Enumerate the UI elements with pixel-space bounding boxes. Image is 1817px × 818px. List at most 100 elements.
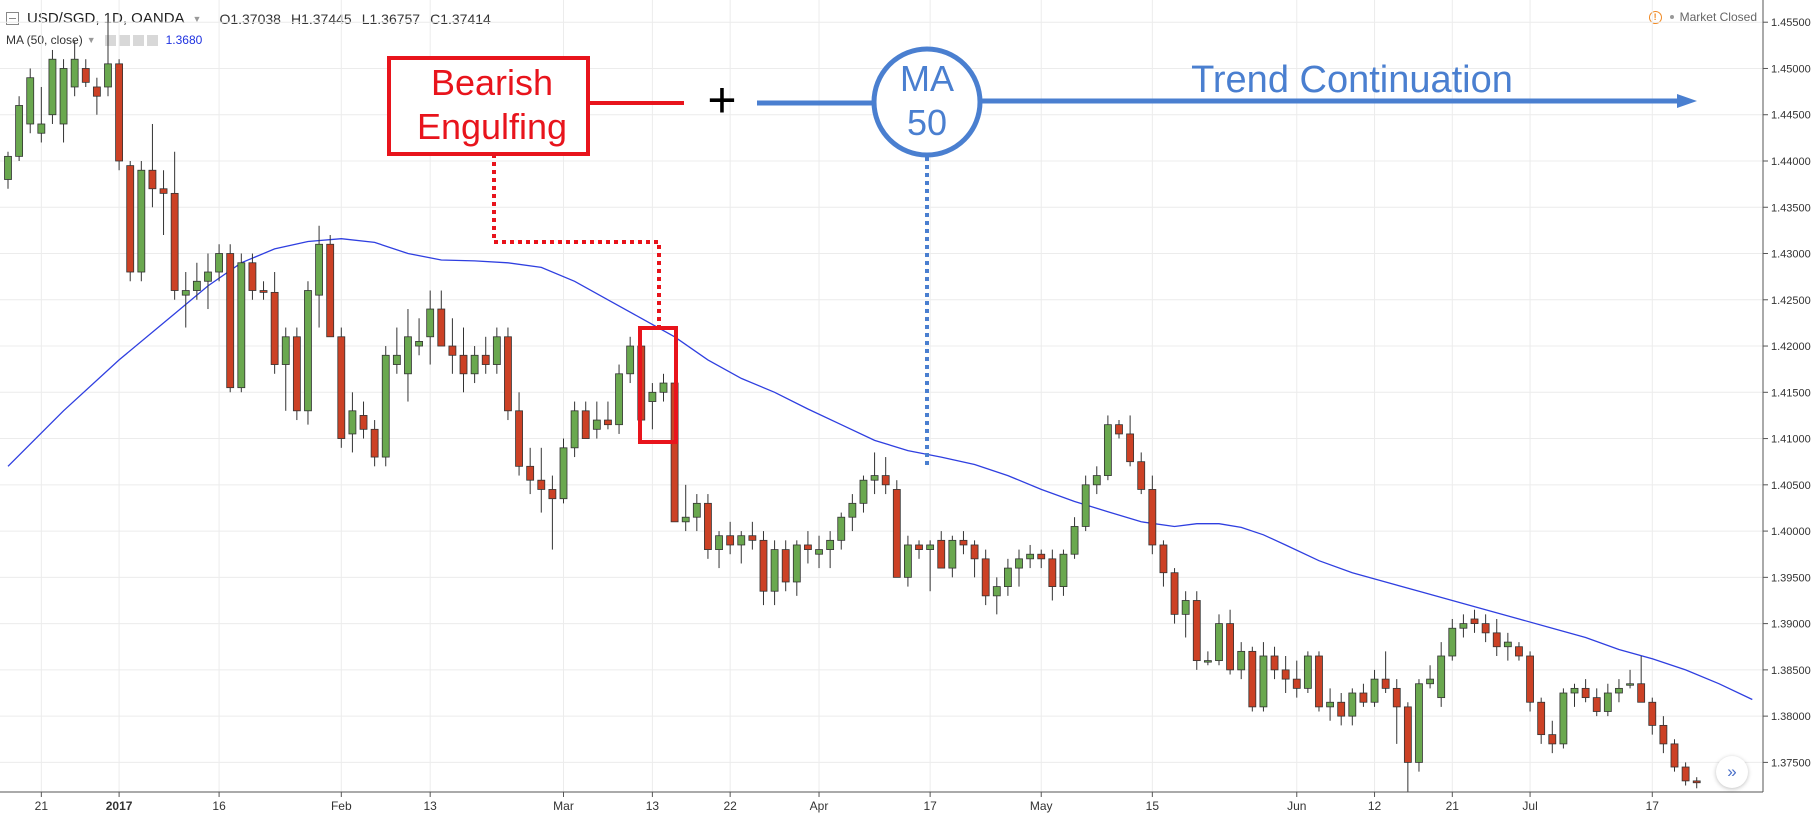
- market-status: ! Market Closed: [1648, 10, 1757, 24]
- candle-body: [70, 58, 79, 88]
- candle-body: [1370, 678, 1379, 703]
- candle-body: [881, 475, 890, 486]
- candle: [159, 170, 168, 236]
- candle: [1148, 475, 1157, 555]
- settings-icon[interactable]: [118, 34, 130, 46]
- candle: [1303, 651, 1312, 693]
- close-icon[interactable]: [146, 34, 158, 46]
- collapse-icon[interactable]: [6, 12, 19, 25]
- candle-body: [1670, 743, 1679, 768]
- candle: [92, 77, 101, 115]
- y-tick-label: 1.41500: [1771, 387, 1811, 399]
- candle-body: [226, 253, 235, 389]
- candle: [415, 318, 423, 356]
- candle: [1570, 683, 1579, 707]
- y-tick-label: 1.37500: [1771, 757, 1811, 769]
- ma-label-line2: 50: [907, 102, 947, 143]
- x-tick-label: 22: [723, 799, 737, 813]
- candle-body: [392, 354, 401, 365]
- candle-body: [415, 341, 423, 347]
- candle-body: [1537, 701, 1546, 736]
- x-tick-label: Apr: [810, 799, 829, 813]
- eye-icon[interactable]: [104, 34, 116, 46]
- candle: [1170, 568, 1179, 624]
- candle-body: [1481, 623, 1490, 634]
- candle: [1326, 688, 1334, 721]
- candle: [1459, 614, 1468, 638]
- candle: [226, 244, 235, 393]
- candle-body: [159, 188, 168, 194]
- candle-body: [570, 410, 579, 449]
- indicator-value: 1.3680: [165, 33, 203, 47]
- candle: [4, 151, 12, 189]
- y-tick-label: 1.40000: [1771, 526, 1811, 538]
- scroll-to-realtime-button[interactable]: »: [1716, 756, 1748, 788]
- candle-body: [48, 58, 57, 116]
- candle: [115, 59, 123, 171]
- candle-body: [115, 63, 123, 162]
- candle: [1670, 739, 1679, 772]
- candle: [626, 336, 635, 384]
- candle: [559, 438, 568, 504]
- candle: [1403, 702, 1412, 792]
- candle-body: [659, 382, 668, 393]
- candle: [1159, 540, 1168, 587]
- ma-label-line1: MA: [900, 58, 954, 99]
- candle: [204, 253, 212, 310]
- candle: [426, 290, 435, 365]
- candle: [692, 494, 701, 532]
- candle-body: [1448, 627, 1457, 657]
- candle: [1548, 720, 1557, 754]
- candle-body: [492, 336, 501, 365]
- candle-body: [248, 262, 257, 291]
- candle: [981, 549, 990, 606]
- candle-body: [559, 447, 568, 500]
- candle: [892, 480, 901, 578]
- candle-body: [781, 549, 790, 583]
- candle: [70, 40, 79, 97]
- candle-body: [1359, 692, 1368, 703]
- candle-body: [1615, 687, 1623, 694]
- candle-body: [915, 544, 923, 550]
- candle-body: [770, 549, 779, 592]
- indicator-title[interactable]: MA (50, close): [6, 33, 83, 47]
- candle-body: [1048, 558, 1057, 587]
- candle-body: [1170, 572, 1179, 615]
- candle-body: [1681, 766, 1690, 782]
- candle-body: [215, 253, 223, 273]
- symbol-title[interactable]: USD/SGD, 1D, OANDA: [27, 10, 185, 27]
- candle: [1515, 642, 1523, 661]
- candle-body: [1059, 553, 1068, 587]
- bearish-label-line1: Bearish: [431, 62, 553, 103]
- more-icon[interactable]: [132, 34, 144, 46]
- candle-body: [1592, 697, 1601, 712]
- candle: [292, 327, 301, 421]
- candle-body: [37, 123, 46, 134]
- x-tick-label: 13: [646, 799, 660, 813]
- indicator-chevron-down-icon[interactable]: ▼: [86, 35, 96, 45]
- trend-arrow-head-icon: [1677, 94, 1697, 108]
- candle: [1015, 549, 1023, 587]
- candle: [481, 336, 490, 374]
- candle-body: [1126, 433, 1135, 463]
- candle: [970, 540, 979, 578]
- chevron-down-icon[interactable]: ▼: [192, 13, 202, 24]
- candle: [1203, 651, 1212, 666]
- candle-body: [1392, 687, 1401, 708]
- grid: [0, 0, 1763, 792]
- candle-body: [1259, 655, 1268, 708]
- clock-icon: !: [1648, 10, 1662, 24]
- candle-body: [1226, 623, 1234, 671]
- candle: [148, 123, 157, 208]
- candle-body: [726, 535, 735, 546]
- candle-body: [1270, 655, 1279, 671]
- candle-body: [281, 336, 290, 365]
- x-tick-label: 12: [1368, 799, 1382, 813]
- ohlc-close-label: C: [430, 10, 441, 27]
- candle-body: [526, 465, 535, 481]
- candle-body: [1648, 701, 1657, 726]
- candle: [759, 531, 768, 606]
- candle-body: [459, 354, 468, 375]
- x-tick-label: 21: [1446, 799, 1460, 813]
